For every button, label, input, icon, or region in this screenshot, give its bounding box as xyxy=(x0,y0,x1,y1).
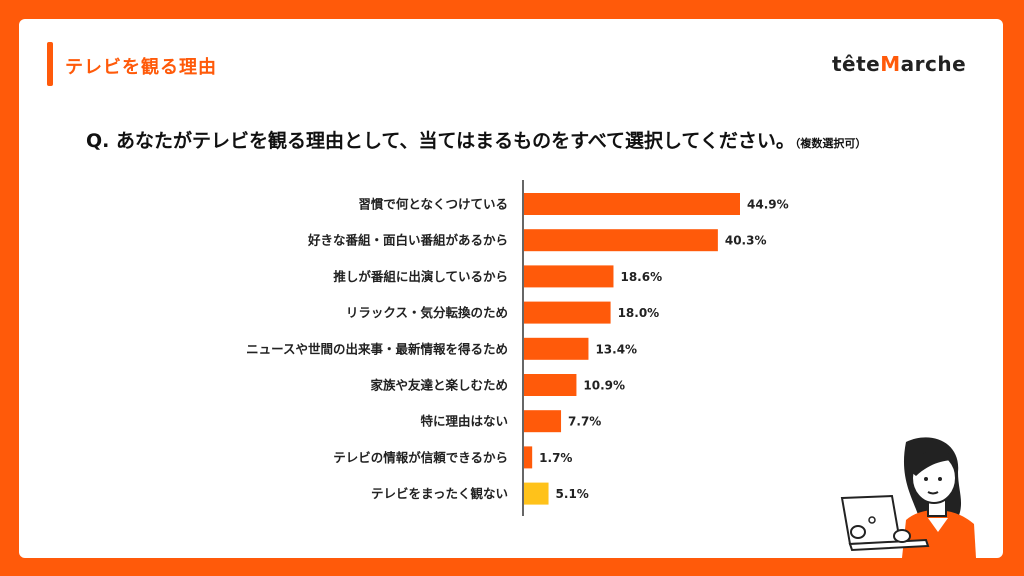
value-label: 10.9% xyxy=(583,379,625,393)
logo-prefix: tête xyxy=(832,52,881,76)
value-label: 18.6% xyxy=(620,270,662,284)
category-label: 好きな番組・面白い番組があるから xyxy=(307,233,508,248)
value-label: 5.1% xyxy=(556,487,589,501)
survey-question: Q. あなたがテレビを観る理由として、当てはまるものをすべて選択してください。（… xyxy=(86,126,966,153)
woman-with-laptop-illustration xyxy=(840,437,976,558)
value-label: 13.4% xyxy=(595,342,637,356)
value-label: 44.9% xyxy=(747,198,789,212)
logo-crown: M xyxy=(880,52,901,76)
bar xyxy=(524,265,614,288)
value-label: 7.7% xyxy=(568,415,601,429)
value-label: 1.7% xyxy=(539,451,572,465)
question-note: （複数選択可） xyxy=(794,137,867,150)
category-label: テレビの情報が信頼できるから xyxy=(333,450,508,465)
title-accent-bar xyxy=(47,42,53,86)
content-card xyxy=(19,19,1003,558)
bar xyxy=(524,301,611,324)
question-text: Q. あなたがテレビを観る理由として、当てはまるものをすべて選択してください。 xyxy=(86,130,795,152)
category-label: 推しが番組に出演しているから xyxy=(333,269,508,284)
category-label: 習慣で何となくつけている xyxy=(358,197,508,212)
bar xyxy=(524,410,562,433)
value-label: 18.0% xyxy=(618,306,660,320)
bar xyxy=(524,482,549,505)
brand-logo: têteMarche xyxy=(832,52,966,76)
category-label: ニュースや世間の出来事・最新情報を得るため xyxy=(246,341,508,356)
page-title: テレビを観る理由 xyxy=(65,57,217,78)
bar xyxy=(524,193,740,215)
category-label: テレビをまったく観ない xyxy=(371,486,508,501)
bar xyxy=(524,337,589,360)
logo-suffix: arche xyxy=(900,52,967,76)
category-label: リラックス・気分転換のため xyxy=(346,305,508,320)
category-label: 家族や友達と楽しむため xyxy=(370,378,508,393)
value-label: 40.3% xyxy=(725,234,767,248)
bar xyxy=(524,446,533,469)
category-label: 特に理由はない xyxy=(420,414,508,429)
bar xyxy=(524,374,577,396)
bar xyxy=(524,229,718,252)
